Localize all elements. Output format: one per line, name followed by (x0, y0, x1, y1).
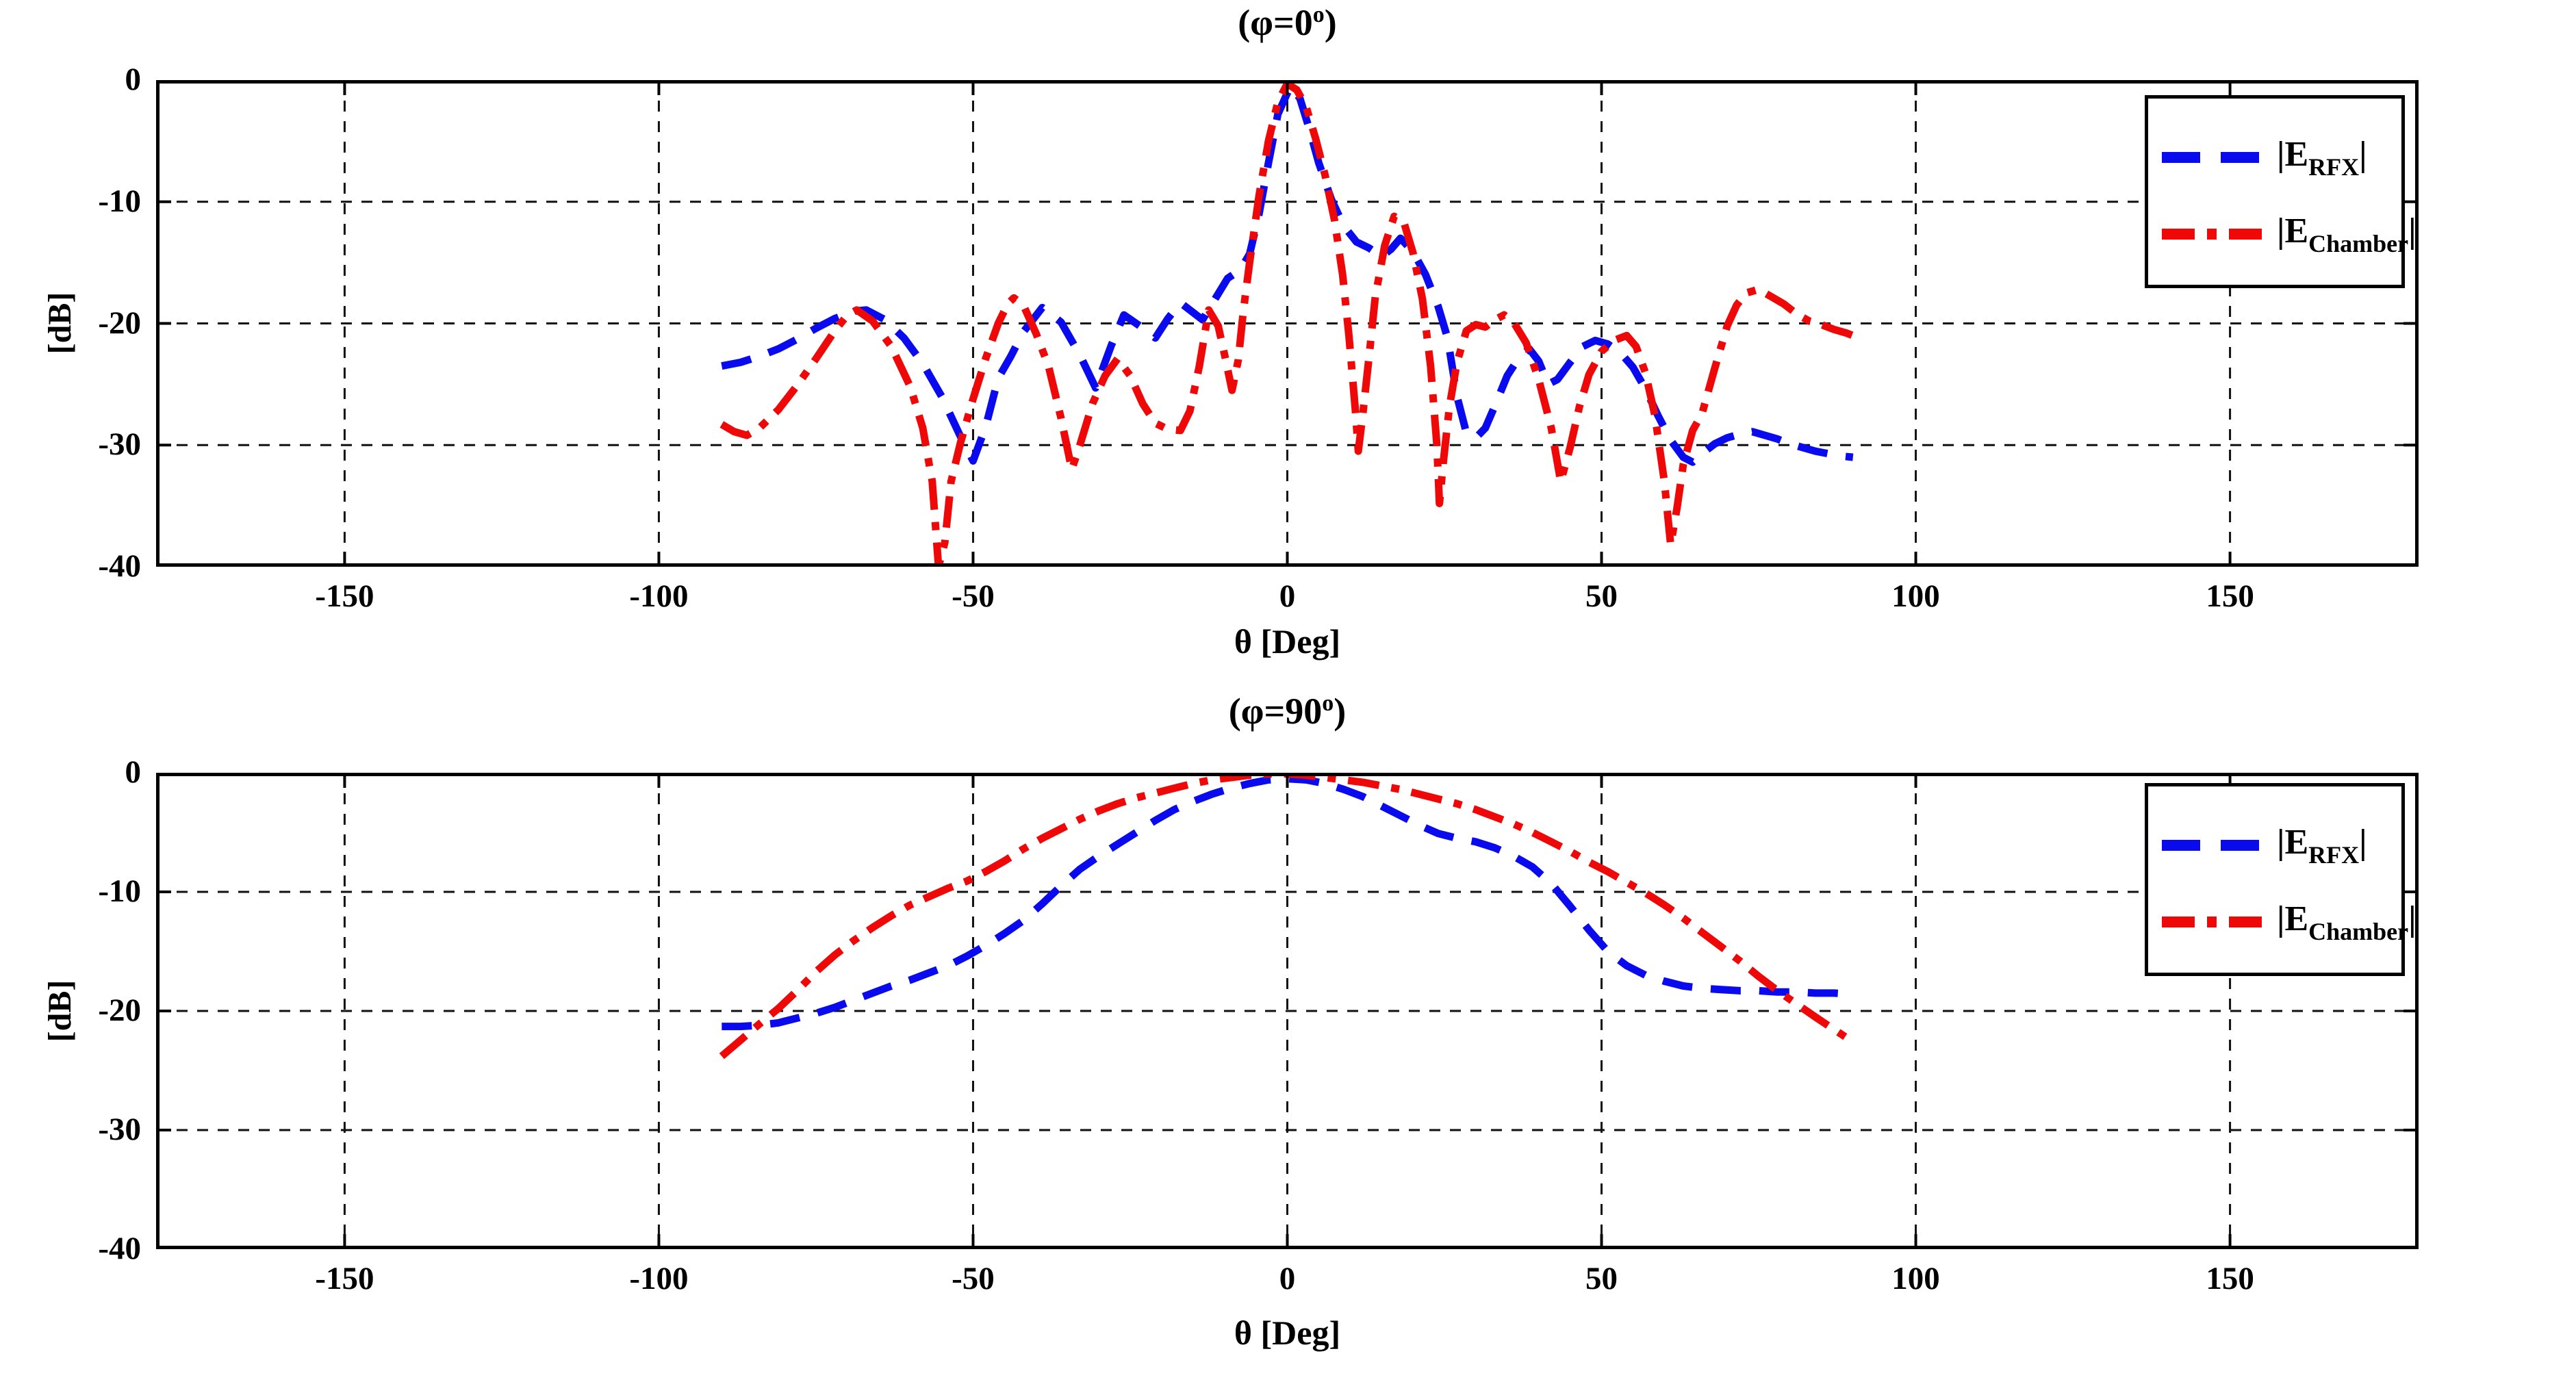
series-e-rfx-line (721, 82, 1854, 466)
legend-phi0: |ERFX| |EChamber| (2145, 95, 2416, 288)
legend-text: |E (2277, 822, 2309, 862)
x-tick-label: -100 (629, 578, 689, 614)
series-e-rfx-line (722, 775, 1854, 1031)
y-tick-label: -30 (98, 1112, 141, 1147)
x-tick-label: -150 (315, 1261, 374, 1296)
legend-text: |E (2277, 211, 2309, 251)
legend-text: |E (2277, 899, 2309, 938)
rfx-dashed-line-icon (2162, 152, 2265, 163)
y-tick-label: -10 (98, 183, 141, 219)
x-tick-label: 150 (2206, 1261, 2254, 1296)
legend-subscript: Chamber (2308, 229, 2409, 257)
legend-subscript: Chamber (2308, 917, 2409, 945)
axis-tick-marks (156, 773, 2419, 1249)
title-text: (φ=90 (1228, 691, 1323, 732)
y-tick-label: 0 (125, 754, 142, 790)
x-tick-label: 50 (1585, 1261, 1618, 1296)
x-tick-label: 0 (1279, 578, 1296, 614)
legend-text: | (2408, 211, 2416, 251)
x-tick-label: 100 (1891, 578, 1940, 614)
y-tick-label: -40 (98, 548, 141, 584)
chamber-dashdot-line-icon (2162, 917, 2265, 927)
legend-label-chamber: |EChamber| (2277, 211, 2416, 258)
gridlines (156, 80, 2419, 567)
legend-item-chamber: |EChamber| (2148, 196, 2416, 272)
legend-subscript: RFX (2308, 153, 2360, 181)
x-axis-label-phi90: θ [Deg] (1234, 1313, 1341, 1352)
x-tick-label: 0 (1279, 1261, 1296, 1296)
legend-subscript: RFX (2308, 841, 2360, 869)
series-e-chamber-line (719, 80, 1854, 567)
y-tick-label: -40 (98, 1231, 141, 1266)
legend-phi90: |ERFX| |EChamber| (2145, 783, 2416, 976)
legend-text: | (2359, 822, 2367, 862)
x-axis-label-phi0: θ [Deg] (1234, 622, 1341, 661)
title-text: ) (1334, 691, 1347, 732)
legend-item-rfx: |ERFX| (2148, 119, 2401, 196)
y-tick-label: -20 (98, 992, 141, 1028)
plot-area-phi0 (156, 80, 2419, 567)
x-tick-label: -150 (315, 578, 374, 614)
axis-tick-marks (156, 80, 2419, 567)
legend-item-rfx: |ERFX| (2148, 807, 2401, 884)
title-text: (φ=0 (1238, 2, 1313, 43)
title-superscript: o (1312, 2, 1325, 27)
legend-item-chamber: |EChamber| (2148, 884, 2416, 960)
chart-title-phi90: (φ=90o) (156, 690, 2419, 732)
plot-area-phi90 (156, 773, 2419, 1249)
legend-text: |E (2277, 134, 2309, 174)
x-tick-label: -100 (629, 1261, 689, 1296)
x-tick-label: 50 (1585, 578, 1618, 614)
chamber-dashdot-line-icon (2162, 229, 2265, 240)
rfx-dashed-line-icon (2162, 840, 2265, 851)
x-tick-label: 150 (2206, 578, 2254, 614)
x-tick-label: 100 (1891, 1261, 1940, 1296)
chart-title-phi0: (φ=0o) (156, 1, 2419, 44)
legend-text: | (2408, 899, 2416, 938)
x-tick-label: -50 (952, 1261, 995, 1296)
y-tick-label: -30 (98, 426, 141, 463)
title-superscript: o (1322, 691, 1334, 716)
gridlines (156, 773, 2419, 1249)
y-tick-label: -20 (98, 305, 141, 341)
legend-label-rfx: |ERFX| (2277, 134, 2367, 181)
y-tick-label: 0 (125, 62, 142, 97)
y-tick-label: -10 (98, 873, 141, 909)
legend-label-chamber: |EChamber| (2277, 899, 2416, 946)
x-tick-label: -50 (952, 578, 995, 614)
legend-label-rfx: |ERFX| (2277, 822, 2367, 869)
legend-text: | (2359, 134, 2367, 174)
title-text: ) (1324, 2, 1337, 43)
